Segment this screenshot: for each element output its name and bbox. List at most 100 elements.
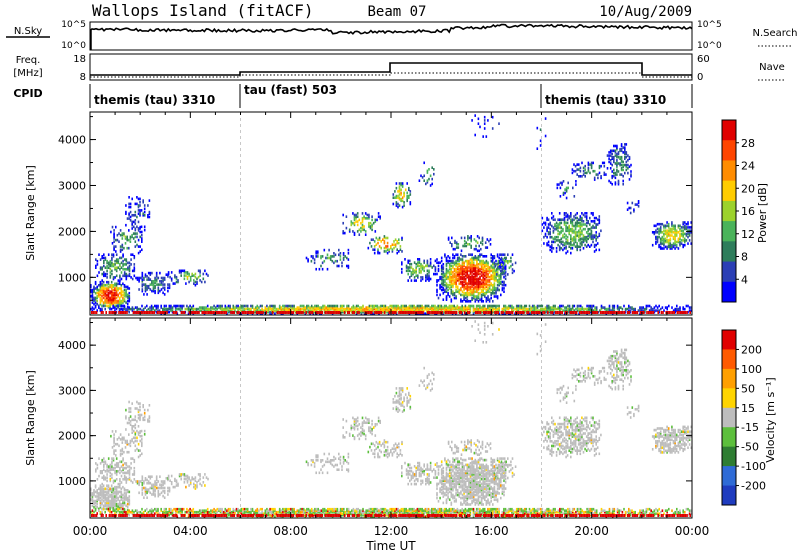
power-cell — [396, 305, 398, 308]
power-cell — [121, 271, 123, 274]
power-cell — [373, 222, 375, 225]
power-cell — [266, 308, 268, 311]
power-cell — [110, 260, 112, 263]
power-cell — [243, 311, 245, 314]
power-cell — [566, 187, 568, 190]
power-cell — [182, 311, 184, 314]
power-cell — [676, 229, 678, 232]
power-cell — [124, 305, 126, 308]
power-cell — [559, 231, 561, 234]
power-cell — [509, 260, 511, 263]
power-cell — [371, 224, 373, 227]
power-cell — [425, 279, 427, 282]
power-cell — [668, 305, 670, 308]
velocity-cell — [122, 464, 124, 467]
power-cell — [314, 258, 316, 261]
power-cell — [549, 228, 551, 231]
power-cell — [122, 275, 124, 278]
velocity-cell — [135, 415, 137, 418]
power-cell — [433, 168, 435, 171]
power-cell — [262, 311, 264, 314]
power-cell — [573, 225, 575, 228]
power-cell — [218, 305, 220, 308]
velocity-cell — [136, 401, 138, 404]
power-cell — [600, 311, 602, 314]
power-cell — [312, 311, 314, 314]
velocity-cell — [106, 464, 108, 467]
velocity-cell — [126, 472, 128, 475]
power-cell — [481, 274, 483, 277]
power-cell — [689, 239, 691, 242]
power-cell — [567, 214, 569, 217]
power-cell — [417, 311, 419, 314]
power-cell — [654, 225, 656, 228]
power-cell — [451, 243, 453, 246]
power-cell — [643, 311, 645, 314]
power-cell — [453, 248, 455, 251]
power-cell — [470, 245, 472, 248]
power-cell — [486, 289, 488, 292]
power-cell — [446, 263, 448, 266]
power-cell — [258, 306, 260, 309]
power-cell — [139, 227, 141, 230]
power-cell — [399, 185, 401, 188]
power-cell — [195, 276, 197, 279]
power-cell — [441, 257, 443, 260]
power-cell — [409, 260, 411, 263]
power-cell — [393, 243, 395, 246]
power-cell — [492, 116, 494, 119]
velocity-cell — [146, 496, 148, 499]
power-cell — [233, 305, 235, 308]
power-cell — [124, 308, 126, 311]
power-cell — [376, 219, 378, 222]
power-cell — [589, 311, 591, 314]
velocity-cell — [105, 470, 107, 473]
power-cell — [180, 270, 182, 273]
power-cell — [504, 253, 506, 256]
power-cell — [594, 220, 596, 223]
power-cell — [566, 306, 568, 309]
velocity-cell — [122, 494, 124, 497]
power-cell — [106, 294, 108, 297]
velocity-cell — [100, 470, 102, 473]
velocity-cell — [127, 478, 129, 481]
power-cell — [449, 311, 451, 314]
power-cell — [595, 234, 597, 237]
velocity-cell — [131, 402, 133, 405]
power-cell — [574, 311, 576, 314]
power-cell — [681, 239, 683, 242]
power-cell — [110, 268, 112, 271]
power-cell — [594, 306, 596, 309]
power-cell — [489, 298, 491, 301]
velocity-cell — [128, 417, 130, 420]
power-cell — [101, 283, 103, 286]
power-cell — [502, 258, 504, 261]
power-cell — [627, 202, 629, 205]
velocity-cell — [113, 495, 115, 498]
colorbar-tick-label: 24 — [741, 160, 755, 173]
colorbar-tick-label: 8 — [741, 251, 748, 264]
power-cell — [147, 311, 149, 314]
power-cell — [663, 233, 665, 236]
power-cell — [552, 311, 554, 314]
power-cell — [414, 276, 416, 279]
power-cell — [476, 257, 478, 260]
power-cell — [551, 250, 553, 253]
power-cell — [460, 306, 462, 309]
power-cell — [176, 276, 178, 279]
power-cell — [110, 231, 112, 234]
power-cell — [104, 308, 106, 311]
power-cell — [393, 196, 395, 199]
power-cell — [513, 270, 515, 273]
power-cell — [470, 253, 472, 256]
power-cell — [555, 311, 557, 314]
power-cell — [325, 306, 327, 309]
power-cell — [388, 248, 390, 251]
power-cell — [135, 306, 137, 309]
power-cell — [495, 295, 497, 298]
power-cell — [475, 248, 477, 251]
velocity-cell — [121, 488, 123, 491]
power-cell — [481, 294, 483, 297]
power-cell — [468, 305, 470, 308]
power-cell — [494, 261, 496, 264]
